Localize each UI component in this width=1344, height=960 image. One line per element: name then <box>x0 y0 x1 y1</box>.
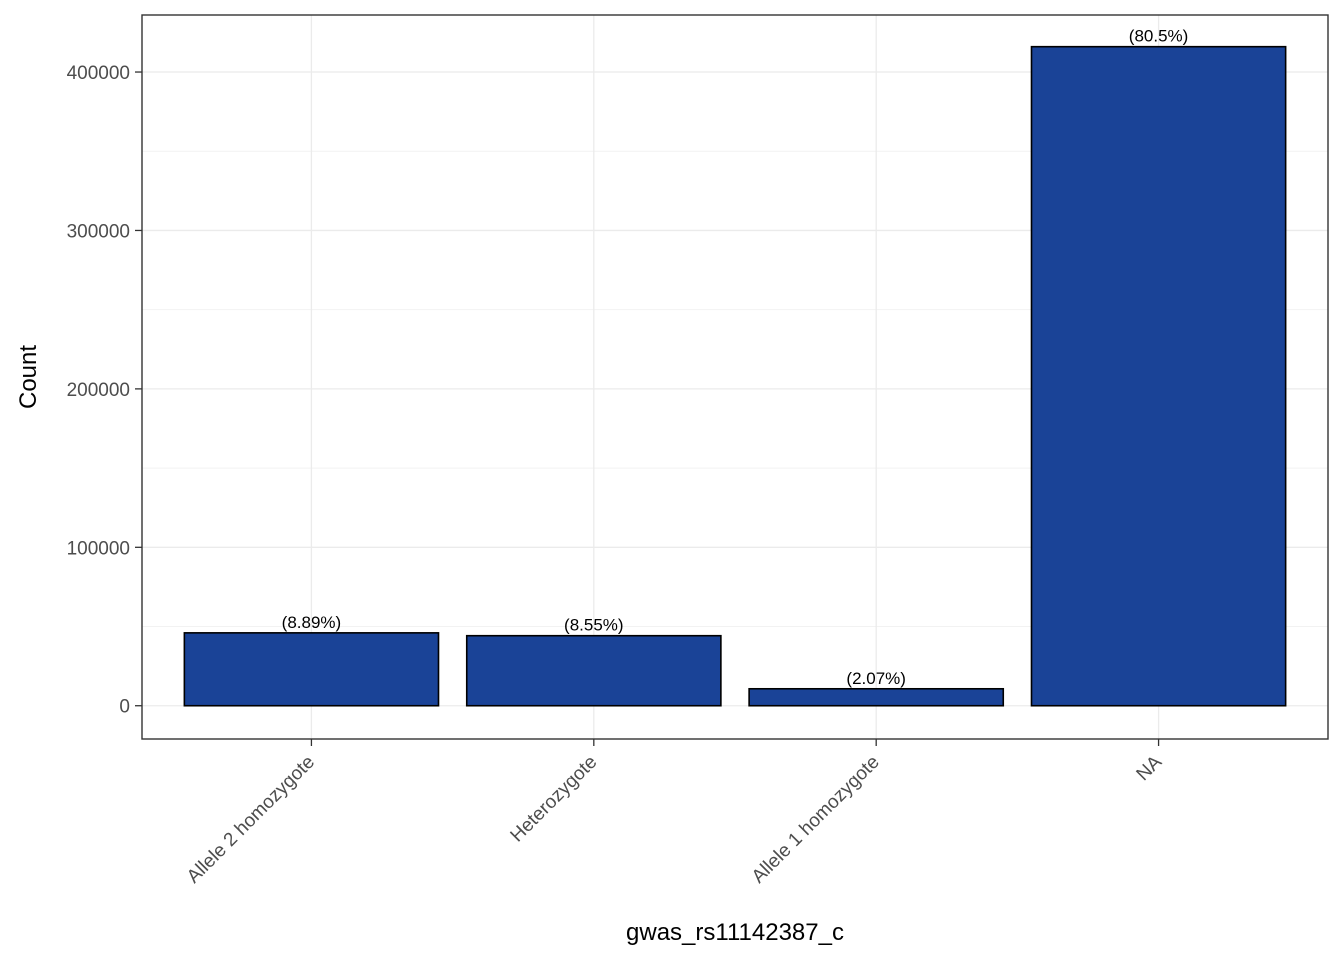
y-tick-label: 400000 <box>67 63 130 84</box>
panel-border <box>141 14 1329 740</box>
bar-percentage-label: (2.07%) <box>846 669 906 688</box>
grid-lines <box>142 15 1328 739</box>
x-axis: Allele 2 homozygote Heterozygote Allele 1 … <box>183 739 1166 888</box>
bar-percentage-label: (8.55%) <box>564 616 624 635</box>
y-tick-label: 100000 <box>67 538 130 559</box>
y-tick-label: 300000 <box>67 221 130 242</box>
x-axis-title: gwas_rs11142387_c <box>626 919 844 946</box>
x-tick-label: Heterozygote <box>507 752 602 847</box>
data-labels: (8.89%) (8.55%) (2.07%) (80.5%) <box>282 27 1189 688</box>
y-tick-label: 0 <box>119 697 130 718</box>
y-tick-label: 200000 <box>67 380 130 401</box>
bar <box>1030 45 1287 707</box>
y-axis-title: Count <box>15 345 42 409</box>
bar <box>465 634 722 707</box>
bar <box>183 632 440 707</box>
bar-percentage-label: (80.5%) <box>1129 27 1189 46</box>
y-axis: 0 100000 200000 300000 400000 <box>67 63 142 718</box>
bars <box>183 45 1287 707</box>
x-tick-label: Allele 2 homozygote <box>183 752 319 888</box>
x-tick-label: NA <box>1133 751 1167 785</box>
bar-percentage-label: (8.89%) <box>282 613 342 632</box>
x-tick-label: Allele 1 homozygote <box>748 752 884 888</box>
bar <box>748 687 1005 707</box>
